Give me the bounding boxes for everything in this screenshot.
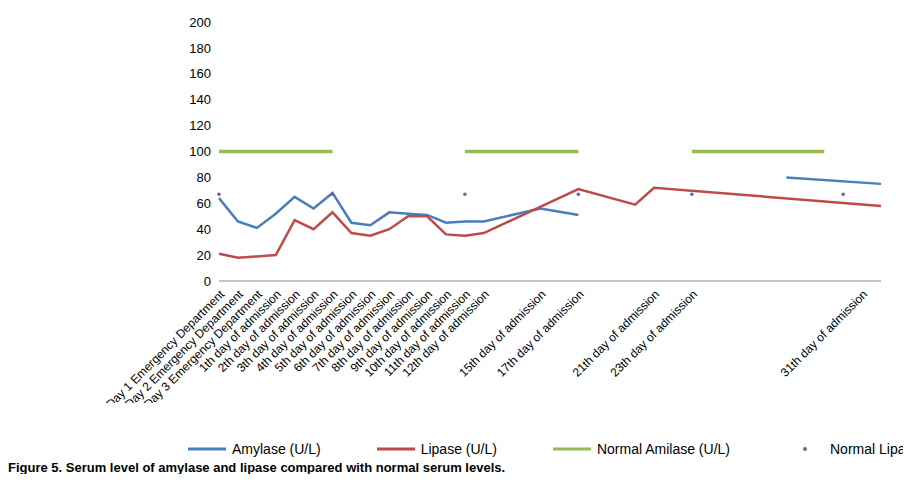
svg-text:80: 80 [197,170,211,185]
svg-text:120: 120 [189,118,211,133]
svg-text:31th day of admission: 31th day of admission [778,287,870,379]
svg-text:17th day of admission: 17th day of admission [494,287,587,380]
svg-text:1th day of admission: 1th day of admission [196,287,284,375]
svg-text:6th day of admission: 6th day of admission [290,287,379,375]
svg-text:7th day of admission: 7th day of admission [309,287,398,375]
svg-text:100: 100 [189,144,211,159]
svg-text:2th day of admission: 2th day of admission [215,287,303,375]
svg-text:9th day of admission: 9th day of admission [347,287,436,375]
svg-text:160: 160 [189,66,211,81]
svg-text:180: 180 [189,41,211,56]
html-text:Normal Amilase (U/L): Normal Amilase (U/L) [597,441,730,457]
html-text:Figure 5. Serum level of amyla: Figure 5. Serum level of amylase and lip… [8,460,506,475]
svg-text:40: 40 [197,222,211,237]
svg-text:60: 60 [197,196,211,211]
svg-text:4th day of admission: 4th day of admission [252,287,341,375]
svg-text:21th day of admission: 21th day of admission [569,287,663,380]
svg-text:0: 0 [204,274,211,289]
html-text:Amylase (U/L): Amylase (U/L) [232,441,321,457]
svg-text:12th day of admission: 12th day of admission [399,287,492,380]
svg-text:11th day of admission: 11th day of admission [381,287,473,379]
svg-text:20: 20 [197,248,211,263]
svg-text:3th day of admission: 3th day of admission [234,287,322,375]
svg-text:200: 200 [189,15,211,30]
svg-text:8th day of admission: 8th day of admission [328,287,417,375]
svg-text:140: 140 [189,92,211,107]
html-text:Lipase (U/L): Lipase (U/L) [420,441,497,457]
svg-text:23th day of admission: 23th day of admission [608,287,700,379]
svg-text:15th day of admission: 15th day of admission [456,287,549,380]
svg-text:5th day of admission: 5th day of admission [271,287,360,375]
svg-text:10th day of admission: 10th day of admission [361,287,455,380]
